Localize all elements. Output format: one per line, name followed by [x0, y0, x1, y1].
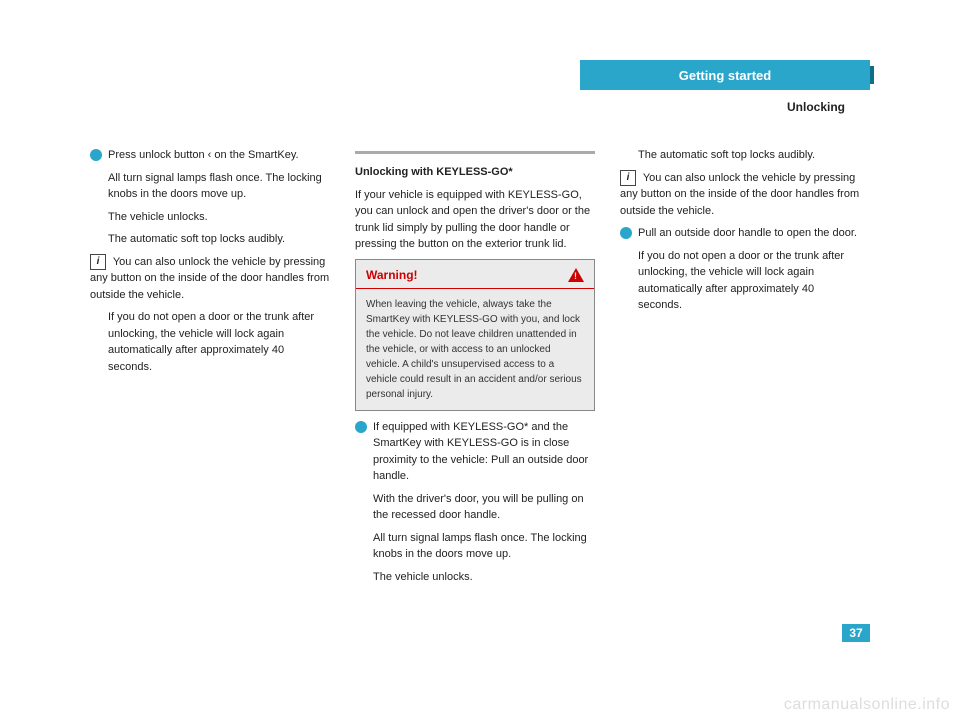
warning-body: When leaving the vehicle, always take th… [356, 289, 594, 410]
body-text: All turn signal lamps flash once. The lo… [90, 170, 330, 203]
page-subtitle: Unlocking [787, 100, 845, 114]
warning-triangle-icon [568, 268, 584, 282]
page-number: 37 [842, 624, 870, 642]
body-text: The automatic soft top locks audibly. [620, 147, 860, 164]
bullet-icon [90, 149, 102, 161]
subsection-title: Unlocking with KEYLESS-GO* [355, 164, 595, 181]
note-text: You can also unlock the vehicle by press… [620, 172, 859, 217]
warning-title: Warning! [366, 266, 418, 284]
bullet-icon [620, 227, 632, 239]
info-icon: i [90, 254, 106, 270]
warning-header: Warning! [356, 260, 594, 289]
section-header: Getting started [580, 60, 870, 90]
step-text: Pull an outside door handle to open the … [638, 225, 857, 242]
warning-box: Warning! When leaving the vehicle, alway… [355, 259, 595, 411]
note-block: i You can also unlock the vehicle by pre… [620, 170, 860, 220]
step-bullet: If equipped with KEYLESS-GO* and the Sma… [355, 419, 595, 485]
note-text: You can also unlock the vehicle by press… [90, 256, 329, 301]
body-text: If your vehicle is equipped with KEYLESS… [355, 187, 595, 253]
watermark: carmanualsonline.info [784, 696, 950, 714]
section-title: Getting started [679, 68, 771, 83]
step-text: Press unlock button ‹ on the SmartKey. [108, 147, 299, 164]
note-block: i You can also unlock the vehicle by pre… [90, 254, 330, 304]
manual-page: Getting started Unlocking Press unlock b… [90, 40, 870, 670]
body-text: With the driver's door, you will be pull… [355, 491, 595, 524]
bullet-icon [355, 421, 367, 433]
body-text: The automatic soft top locks audibly. [90, 231, 330, 248]
header-notch [870, 66, 874, 84]
body-text: The vehicle unlocks. [90, 209, 330, 226]
section-rule [355, 151, 595, 154]
body-text: The vehicle unlocks. [355, 569, 595, 586]
step-text: If equipped with KEYLESS-GO* and the Sma… [373, 419, 595, 485]
column-3: The automatic soft top locks audibly. i … [620, 147, 860, 320]
body-text: If you do not open a door or the trunk a… [620, 248, 860, 314]
body-text: If you do not open a door or the trunk a… [90, 309, 330, 375]
body-text: All turn signal lamps flash once. The lo… [355, 530, 595, 563]
column-1: Press unlock button ‹ on the SmartKey. A… [90, 147, 330, 381]
column-2: Unlocking with KEYLESS-GO* If your vehic… [355, 147, 595, 591]
step-bullet: Pull an outside door handle to open the … [620, 225, 860, 242]
info-icon: i [620, 170, 636, 186]
step-bullet: Press unlock button ‹ on the SmartKey. [90, 147, 330, 164]
